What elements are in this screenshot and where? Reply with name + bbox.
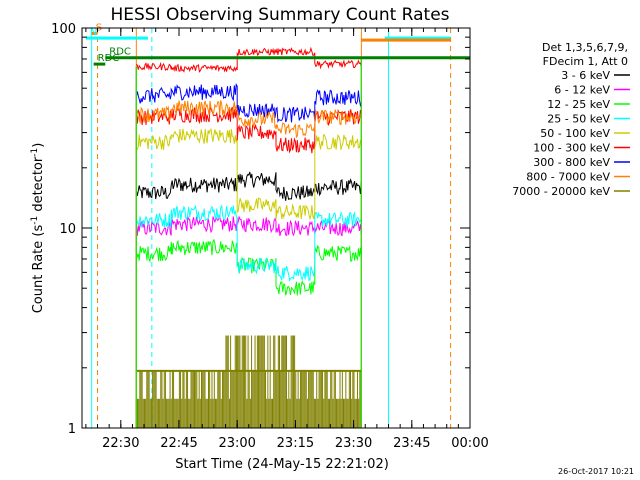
y-tick-label: 1 xyxy=(68,422,76,437)
x-tick-label: 23:00 xyxy=(218,436,255,451)
series-line-7 xyxy=(135,100,362,139)
series-line-top xyxy=(135,46,362,73)
x-tick-label: 22:45 xyxy=(160,436,197,451)
x-tick-label: 23:30 xyxy=(335,436,372,451)
legend-header-line-2: FDecim 1, Att 0 xyxy=(543,55,628,68)
legend-entry-label: 300 - 800 keV xyxy=(533,156,610,169)
series-line-2 xyxy=(135,238,362,296)
series-line-4 xyxy=(135,128,362,221)
x-tick-label: 00:00 xyxy=(451,436,488,451)
legend-entry-label: 50 - 100 keV xyxy=(540,127,610,140)
legend-entry-label: 25 - 50 keV xyxy=(547,113,610,126)
y-tick-label: 10 xyxy=(59,222,76,237)
legend-entry-label: 3 - 6 keV xyxy=(561,69,610,82)
x-tick-label: 22:30 xyxy=(102,436,139,451)
x-tick-label: 23:45 xyxy=(393,436,430,451)
series-line-6 xyxy=(135,82,362,123)
series-line-1 xyxy=(135,214,362,237)
series-line-0 xyxy=(135,171,362,201)
legend-entry-label: 12 - 25 keV xyxy=(547,98,610,111)
x-axis-label: Start Time (24-May-15 22:21:02) xyxy=(175,457,389,472)
legend-header-line-1: Det 1,3,5,6,7,9, xyxy=(542,41,628,54)
legend-entry-label: 7000 - 20000 keV xyxy=(512,185,610,198)
mode-label-rdc: RDC xyxy=(109,47,131,58)
y-tick-label: 100 xyxy=(51,22,76,37)
chart-title: HESSI Observing Summary Count Rates xyxy=(110,5,449,25)
legend-entry-label: 800 - 7000 keV xyxy=(526,171,610,184)
y-axis-ticks: 1 10 100 xyxy=(51,22,470,437)
legend-entry-label: 6 - 12 keV xyxy=(554,84,610,97)
x-tick-label: 23:15 xyxy=(277,436,314,451)
legend: Det 1,3,5,6,7,9, FDecim 1, Att 0 3 - 6 k… xyxy=(512,41,630,198)
mode-label-rdc: RDC xyxy=(98,53,120,64)
series-line-3 xyxy=(135,204,362,282)
generated-timestamp: 26-Oct-2017 10:21 xyxy=(558,467,634,476)
x-axis-ticks: 22:30 22:45 23:00 23:15 23:30 23:45 00:00 xyxy=(85,28,489,451)
legend-entry-label: 100 - 300 keV xyxy=(533,142,610,155)
mode-label-n: N xyxy=(90,27,97,38)
y-axis-label: Count Rate (s-1 detector-1) xyxy=(30,143,46,314)
